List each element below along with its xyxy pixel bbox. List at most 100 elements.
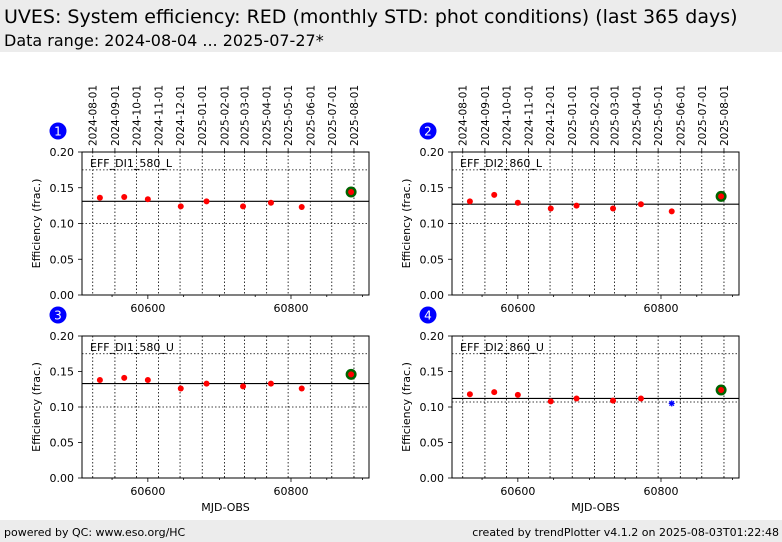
top-tick-label: 2024-12-01 [545, 85, 557, 146]
panel-label: EFF_DI1_580_L [90, 157, 173, 170]
top-tick-label: 2025-04-01 [632, 85, 644, 146]
data-point [203, 380, 210, 387]
chart-panel-2: 2024-08-01 2024-09-01 2024-10-01 2024-11-01… [400, 85, 740, 315]
top-tick-label: 2025-02-01 [219, 85, 231, 146]
data-point [514, 391, 521, 398]
x-axis-label: MJD-OBS [201, 501, 249, 514]
top-tick-label: 2025-06-01 [675, 85, 687, 146]
panel-badge [49, 122, 67, 140]
data-point [298, 385, 305, 392]
plot-frame [451, 335, 740, 479]
panel-label: EFF_DI2_860_U [460, 341, 544, 354]
top-tick-label: 2025-08-01 [719, 85, 731, 146]
top-tick-label: 2024-11-01 [154, 85, 166, 146]
data-range: Data range: 2024-08-04 ... 2025-07-27* [4, 31, 324, 50]
data-point [121, 194, 128, 201]
y-axis-label: Efficiency (frac.) [400, 179, 413, 269]
panel-badge [419, 306, 437, 324]
data-point [177, 203, 184, 210]
panel-badge-number: 2 [424, 125, 432, 139]
panel-label: EFF_DI1_580_U [90, 341, 174, 354]
latest-point [718, 386, 725, 393]
y-axis-label: Efficiency (frac.) [400, 362, 413, 452]
page-title: UVES: System efficiency: RED (monthly ST… [4, 6, 738, 28]
data-point [466, 198, 473, 205]
y-tick-label: 0.10 [50, 401, 75, 414]
data-point [121, 374, 128, 381]
x-tick-label: 60600 [500, 302, 535, 315]
chart-panel-4: 0.00 0.05 0.10 0.15 0.20 60600 60800 Efficiency… [400, 306, 740, 514]
y-tick-label: 0.05 [420, 437, 445, 450]
x-axis-label: MJD-OBS [571, 501, 619, 514]
x-tick-label: 60600 [130, 302, 165, 315]
y-axis-label: Efficiency (frac.) [30, 362, 43, 452]
y-tick-label: 0.20 [50, 146, 75, 159]
charts-area: 2024-08-01 2024-09-01 2024-10-01 2024-11-01… [30, 85, 740, 514]
y-tick-label: 0.15 [420, 182, 445, 195]
x-tick-label: 60600 [130, 485, 165, 498]
latest-point [348, 371, 355, 378]
panel-badge [49, 306, 67, 324]
top-tick-label: 2025-01-01 [197, 85, 209, 146]
top-tick-label: 2024-10-01 [501, 85, 513, 146]
y-tick-label: 0.05 [420, 253, 445, 266]
header: UVES: System efficiency: RED (monthly ST… [0, 0, 782, 52]
outlier-point [668, 400, 675, 407]
x-tick-label: 60600 [500, 485, 535, 498]
data-point [573, 202, 580, 209]
y-tick-label: 0.05 [50, 437, 75, 450]
panel-badge-number: 4 [424, 309, 432, 323]
data-point [267, 380, 274, 387]
top-tick-label: 2024-12-01 [175, 85, 187, 146]
top-tick-label: 2024-10-01 [131, 85, 143, 146]
data-point [547, 205, 554, 212]
y-tick-label: 0.00 [420, 289, 445, 302]
data-point [573, 395, 580, 402]
data-point [491, 191, 498, 198]
data-point [177, 385, 184, 392]
top-tick-label: 2025-05-01 [283, 85, 295, 146]
panel-badge-number: 1 [54, 125, 62, 139]
y-tick-label: 0.15 [50, 366, 75, 379]
y-tick-label: 0.00 [420, 472, 445, 485]
top-tick-label: 2025-07-01 [327, 85, 339, 146]
y-tick-label: 0.15 [50, 182, 75, 195]
outlier-star-stroke [669, 400, 675, 407]
y-tick-label: 0.00 [50, 289, 75, 302]
top-tick-label: 2025-02-01 [589, 85, 601, 146]
y-tick-label: 0.10 [420, 401, 445, 414]
data-point [491, 389, 498, 396]
data-point [96, 377, 103, 384]
data-point [96, 194, 103, 201]
data-point [144, 196, 151, 203]
top-tick-label: 2025-06-01 [305, 85, 317, 146]
top-tick-label: 2025-01-01 [567, 85, 579, 146]
top-tick-label: 2024-11-01 [524, 85, 536, 146]
y-tick-label: 0.20 [420, 146, 445, 159]
top-tick-label: 2024-08-01 [88, 85, 100, 146]
data-point [267, 199, 274, 206]
top-tick-label: 2024-08-01 [458, 85, 470, 146]
y-tick-label: 0.10 [420, 218, 445, 231]
latest-point [348, 189, 355, 196]
y-tick-label: 0.20 [420, 330, 445, 343]
y-tick-label: 0.20 [50, 330, 75, 343]
top-tick-label: 2024-09-01 [110, 85, 122, 146]
data-point [637, 395, 644, 402]
top-tick-label: 2025-04-01 [262, 85, 274, 146]
data-point [298, 204, 305, 211]
y-axis-label: Efficiency (frac.) [30, 179, 43, 269]
top-tick-label: 2024-09-01 [480, 85, 492, 146]
top-tick-label: 2025-05-01 [653, 85, 665, 146]
chart-panel-1: 2024-08-01 2024-09-01 2024-10-01 2024-11-01… [30, 85, 370, 315]
panel-badge [419, 122, 437, 140]
x-tick-label: 60800 [643, 485, 678, 498]
data-point [240, 203, 247, 210]
top-tick-label: 2025-03-01 [609, 85, 621, 146]
latest-point [718, 193, 725, 200]
y-tick-label: 0.10 [50, 218, 75, 231]
footer: powered by QC: www.eso.org/HC created by… [0, 520, 782, 542]
x-tick-label: 60800 [273, 302, 308, 315]
top-tick-label: 2025-08-01 [349, 85, 361, 146]
data-point [668, 208, 675, 215]
